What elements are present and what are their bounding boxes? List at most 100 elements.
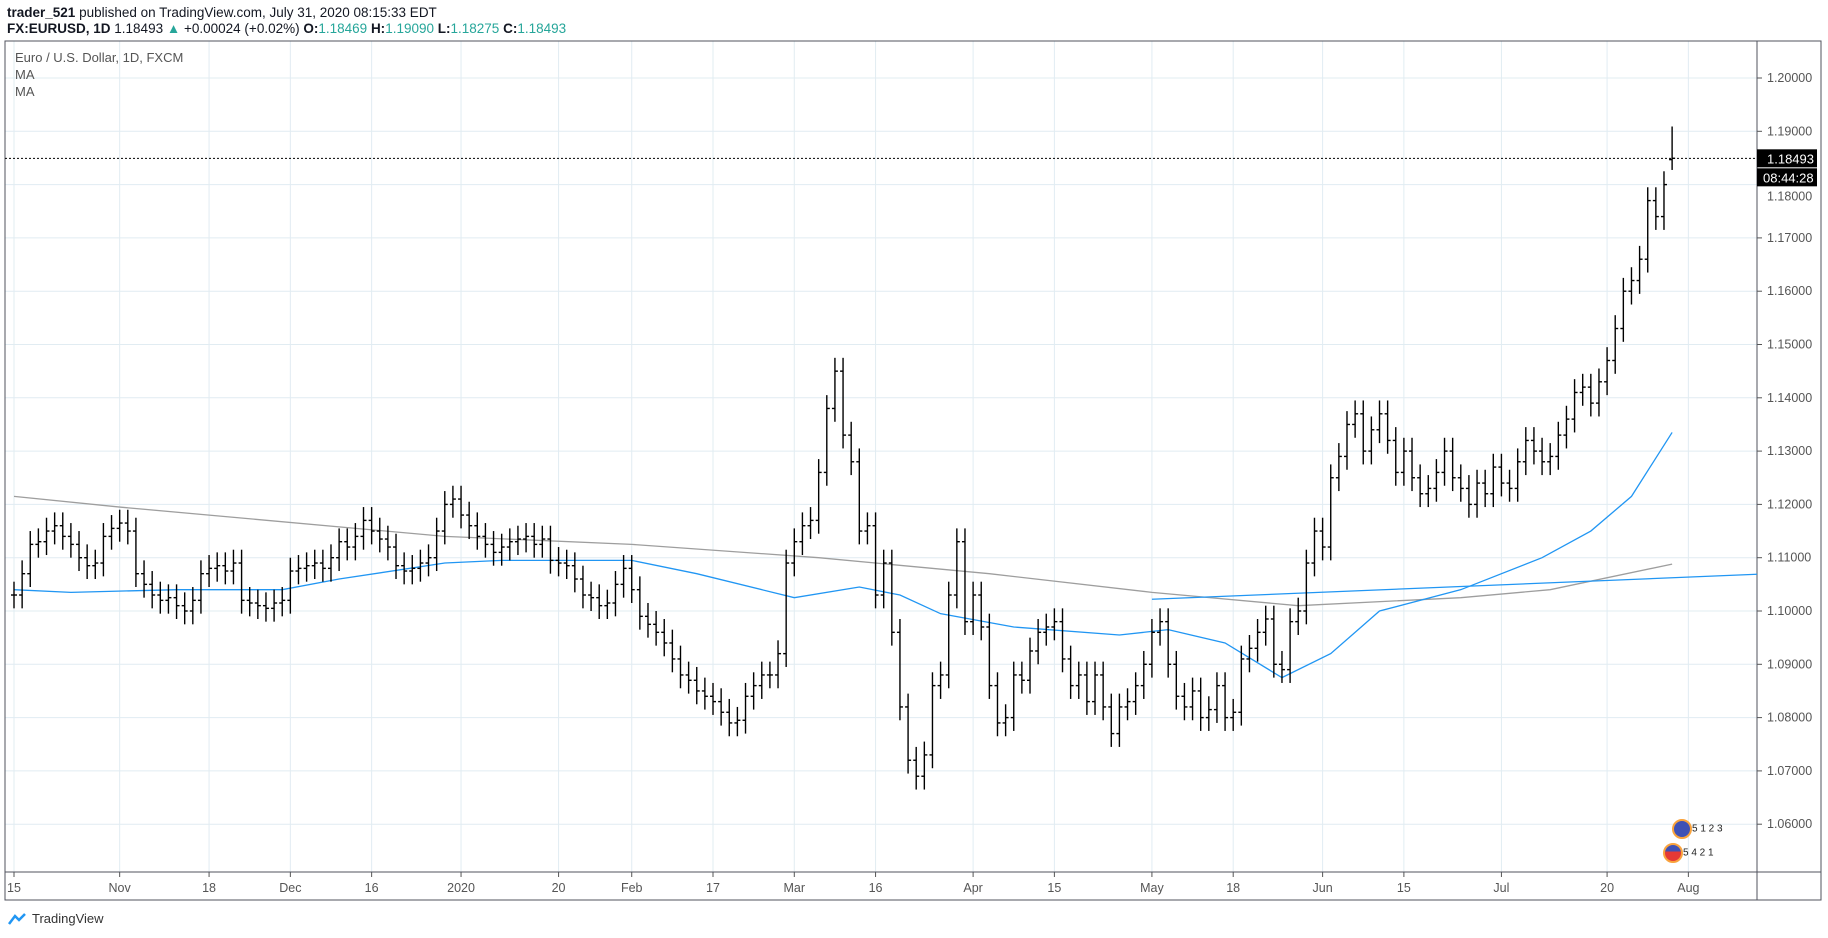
- ohlc-bar: [604, 589, 611, 619]
- ohlc-bar: [1148, 618, 1155, 678]
- ohlc-bar: [1457, 464, 1464, 502]
- chart-frame: [4, 40, 1822, 901]
- ohlc-bar: [352, 523, 359, 561]
- ohlc-bar: [409, 555, 416, 585]
- ohlc-bar: [1482, 469, 1489, 508]
- ohlc-bar: [848, 421, 855, 476]
- ohlc-bar: [1368, 416, 1375, 465]
- ohlc-bar: [1002, 704, 1009, 737]
- ohlc-bar: [896, 618, 903, 721]
- ohlc-bar: [279, 587, 286, 617]
- ohlc-bar: [970, 581, 977, 635]
- ohlc-bar: [1035, 618, 1042, 665]
- ohlc-bar: [92, 549, 99, 580]
- ohlc-bar: [1319, 517, 1326, 561]
- ohlc-bar: [547, 525, 554, 574]
- ohlc-bar: [84, 544, 91, 580]
- current-price-tag: [1757, 149, 1817, 168]
- ohlc-bar: [523, 523, 530, 553]
- legend-ma-1[interactable]: MA: [15, 67, 35, 82]
- ohlc-bar: [685, 661, 692, 694]
- ohlc-bar: [1449, 437, 1456, 492]
- ohlc-bar: [1100, 661, 1107, 721]
- up-arrow-icon: ▲: [166, 21, 181, 36]
- x-tick-label: 15: [7, 881, 21, 895]
- ohlc-bar: [384, 525, 391, 561]
- ohlc-bar: [1360, 400, 1367, 465]
- change: +0.00024 (+0.02%): [184, 21, 300, 36]
- usd-event-badge[interactable]: 5 4 2 1: [1663, 843, 1714, 863]
- ohlc-bar: [1620, 277, 1627, 342]
- ohlc-bar: [1530, 427, 1537, 465]
- y-tick-label: 1.19000: [1767, 124, 1812, 138]
- eur-event-badge[interactable]: 5 1 2 3: [1672, 819, 1723, 839]
- ohlc-bar: [710, 682, 717, 715]
- ohlc-bar: [1571, 379, 1578, 433]
- x-tick-label: 15: [1397, 881, 1411, 895]
- open-value: 1.18469: [318, 21, 368, 36]
- ohlc-bar: [59, 512, 66, 550]
- ohlc-bar: [726, 698, 733, 737]
- ohlc-bar: [401, 552, 408, 585]
- ohlc-bar: [693, 666, 700, 705]
- ohlc-bar: [653, 611, 660, 646]
- ohlc-bar: [206, 555, 213, 588]
- ohlc-bar: [295, 555, 302, 585]
- ohlc-bar: [490, 531, 497, 566]
- ohlc-bar: [571, 552, 578, 593]
- x-tick-label: 2020: [447, 881, 475, 895]
- ohlc-bar: [701, 677, 708, 710]
- ohlc-bar: [327, 544, 334, 582]
- ohlc-bar: [1425, 475, 1432, 508]
- ma-slow-line: [13, 495, 1673, 607]
- x-tick-label: Feb: [621, 881, 643, 895]
- legend-ma-2[interactable]: MA: [15, 84, 35, 99]
- ohlc-bar: [1376, 400, 1383, 444]
- ohlc-bar: [994, 672, 1001, 737]
- us-flag-icon: [1663, 843, 1683, 863]
- ohlc-bar: [1116, 693, 1123, 747]
- ohlc-bar: [1092, 661, 1099, 715]
- ohlc-bar: [1018, 661, 1025, 694]
- y-tick-label: 1.16000: [1767, 284, 1812, 298]
- ohlc-bar: [799, 512, 806, 556]
- footer-brand[interactable]: TradingView: [8, 911, 104, 926]
- ohlc-bar: [100, 523, 107, 577]
- ohlc-bar: [262, 592, 269, 622]
- last-price: 1.18493: [114, 21, 164, 36]
- y-tick-label: 1.12000: [1767, 497, 1812, 511]
- ohlc-bar: [913, 746, 920, 790]
- ohlc-bar: [758, 661, 765, 699]
- ohlc-bar: [588, 581, 595, 611]
- ohlc-bar: [173, 584, 180, 619]
- ohlc-bar: [271, 589, 278, 622]
- ohlc-bar: [157, 581, 164, 614]
- ohlc-bar: [1230, 698, 1237, 731]
- ohlc-bar: [791, 528, 798, 577]
- y-tick-label: 1.06000: [1767, 817, 1812, 831]
- ohlc-bar: [1140, 650, 1147, 699]
- ohlc-bar: [661, 618, 668, 657]
- ohlc-bar: [1506, 469, 1513, 502]
- ohlc-bar: [393, 533, 400, 580]
- ohlc-bar: [1132, 672, 1139, 715]
- countdown-tag: [1757, 168, 1817, 187]
- x-tick-label: Jun: [1313, 881, 1333, 895]
- ohlc-bar: [360, 507, 367, 550]
- x-tick-label: Nov: [109, 881, 132, 895]
- ohlc-bar: [132, 517, 139, 588]
- x-tick-label: Aug: [1677, 881, 1699, 895]
- ohlc-bar: [807, 507, 814, 540]
- x-tick-label: Apr: [963, 881, 982, 895]
- ohlc-bar: [124, 509, 131, 545]
- x-tick-label: 20: [552, 881, 566, 895]
- x-tick-label: 18: [1226, 881, 1240, 895]
- ohlc-bar: [1555, 421, 1562, 470]
- ohlc-bar: [775, 640, 782, 689]
- ohlc-bar: [734, 706, 741, 737]
- ohlc-bar: [1205, 696, 1212, 731]
- ohlc-bar: [458, 485, 465, 529]
- ohlc-bar: [482, 523, 489, 558]
- ohlc-bar: [766, 661, 773, 689]
